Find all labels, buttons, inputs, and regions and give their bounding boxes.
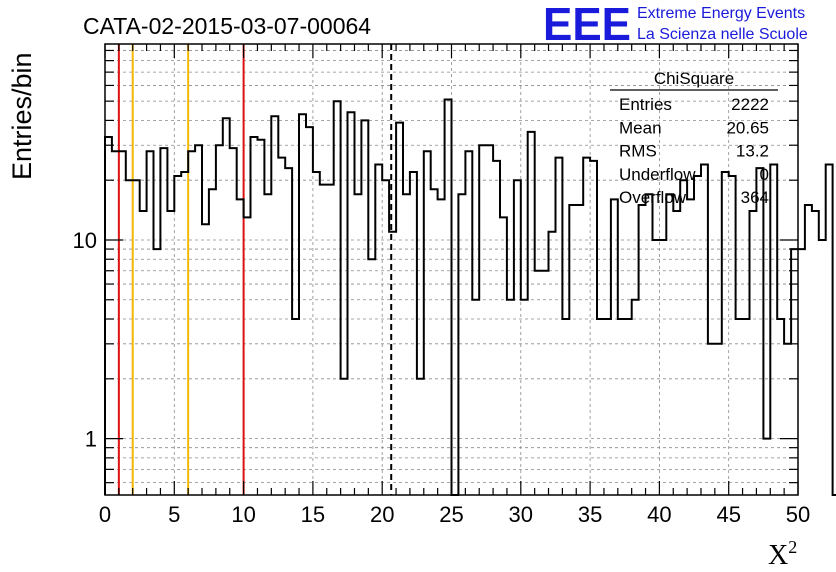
- histogram-outline: [104, 98, 836, 496]
- stats-value: 364: [741, 188, 769, 207]
- stats-label: Entries: [619, 95, 672, 114]
- y-tick-label: 1: [85, 427, 97, 452]
- x-tick-label: 15: [301, 502, 325, 527]
- axis-ticks: [104, 44, 799, 495]
- stats-box-title: ChiSquare: [654, 69, 734, 88]
- stats-value: 2222: [731, 95, 769, 114]
- stats-label: Overflow: [619, 188, 687, 207]
- y-tick-label: 10: [73, 228, 97, 253]
- x-tick-label: 35: [578, 502, 602, 527]
- logo-mark: EEE: [543, 0, 631, 50]
- x-tick-label: 20: [370, 502, 394, 527]
- stats-value: 20.65: [726, 118, 769, 137]
- logo-line2: La Scienza nelle Scuole: [637, 26, 808, 43]
- axis-tick-labels: 0 5 10 15 20 25 30 35 40 45 50 1 10: [73, 228, 811, 527]
- x-tick-label: 25: [439, 502, 463, 527]
- x-axis-label: X2: [768, 537, 797, 571]
- x-tick-label: 30: [509, 502, 533, 527]
- x-axis-label-base: X: [768, 540, 788, 571]
- x-tick-label: 0: [99, 502, 111, 527]
- eee-logo: EEE Extreme Energy Events La Scienza nel…: [543, 0, 808, 50]
- logo-line1: Extreme Energy Events: [637, 5, 805, 22]
- y-axis-label: Entries/bin: [7, 52, 37, 180]
- x-tick-label: 50: [786, 502, 810, 527]
- stats-box-rows: Entries 2222 Mean 20.65 RMS 13.2 Underflow 0 Ove…: [619, 95, 769, 207]
- stats-value: 0: [760, 165, 769, 184]
- stats-value: 13.2: [736, 142, 769, 161]
- x-tick-label: 10: [231, 502, 255, 527]
- chart-title: CATA-02-2015-03-07-00064: [83, 13, 371, 39]
- x-tick-label: 5: [168, 502, 180, 527]
- stats-label: RMS: [619, 142, 657, 161]
- marker-lines: [117, 44, 393, 495]
- x-tick-label: 40: [647, 502, 671, 527]
- stats-label: Underflow: [619, 165, 696, 184]
- x-tick-label: 45: [716, 502, 740, 527]
- x-axis-label-superscript: 2: [788, 537, 797, 557]
- stats-box: ChiSquare Entries 2222 Mean 20.65 RMS 13.2 Und…: [610, 69, 778, 207]
- stats-label: Mean: [619, 118, 662, 137]
